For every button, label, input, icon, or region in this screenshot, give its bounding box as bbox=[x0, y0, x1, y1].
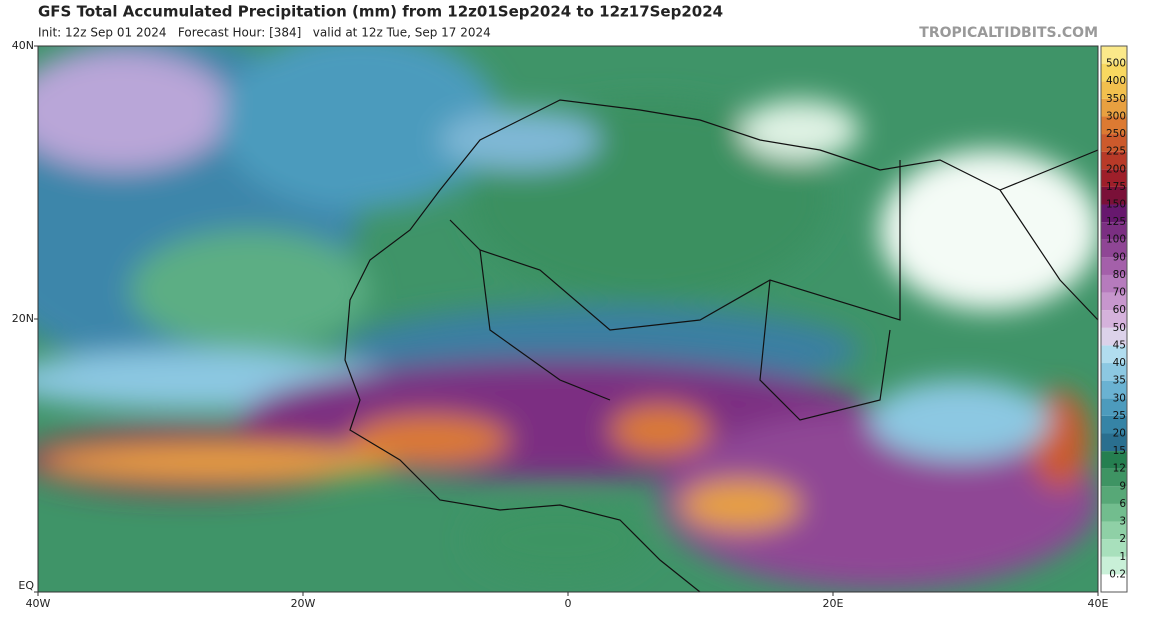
lon-label: 40E bbox=[1088, 597, 1109, 610]
colorbar-label: 15 bbox=[1113, 445, 1126, 457]
lat-label: 40N bbox=[12, 39, 34, 52]
lon-label: 40W bbox=[26, 597, 51, 610]
colorbar-label: 30 bbox=[1113, 392, 1126, 404]
colorbar-swatch bbox=[1101, 116, 1127, 135]
colorbar-swatch bbox=[1101, 556, 1127, 575]
colorbar-swatch bbox=[1101, 204, 1127, 223]
colorbar-label: 350 bbox=[1106, 93, 1126, 105]
colorbar-label: 175 bbox=[1106, 181, 1126, 193]
colorbar-swatch bbox=[1101, 292, 1127, 311]
colorbar-swatch bbox=[1101, 503, 1127, 522]
colorbar-label: 225 bbox=[1106, 146, 1126, 158]
colorbar-label: 100 bbox=[1106, 234, 1126, 246]
colorbar-swatch bbox=[1101, 169, 1127, 187]
colorbar-label: 150 bbox=[1106, 199, 1126, 211]
colorbar-swatch bbox=[1101, 222, 1127, 240]
colorbar-label: 40 bbox=[1113, 357, 1126, 369]
colorbar-swatch bbox=[1101, 451, 1127, 469]
colorbar-swatch bbox=[1101, 363, 1127, 381]
colorbar-swatch bbox=[1101, 46, 1127, 64]
colorbar-swatch bbox=[1101, 574, 1127, 592]
colorbar-label: 25 bbox=[1113, 410, 1126, 422]
lat-label: 20N bbox=[12, 312, 34, 325]
colorbar-swatch bbox=[1101, 310, 1127, 328]
colorbar-swatch bbox=[1101, 98, 1127, 117]
colorbar-label: 45 bbox=[1113, 339, 1126, 351]
colorbar-label: 6 bbox=[1119, 498, 1126, 510]
colorbar-swatch bbox=[1101, 539, 1127, 557]
colorbar-label: 125 bbox=[1106, 216, 1126, 228]
colorbar-label: 50 bbox=[1113, 322, 1126, 334]
colorbar-label: 0.2 bbox=[1109, 568, 1126, 580]
colorbar-swatch bbox=[1101, 486, 1127, 504]
colorbar-label: 80 bbox=[1113, 269, 1126, 281]
colorbar-frame bbox=[1100, 45, 1128, 593]
title: GFS Total Accumulated Precipitation (mm)… bbox=[38, 3, 723, 21]
colorbar-label: 9 bbox=[1119, 480, 1126, 492]
subtitle: Init: 12z Sep 01 2024 Forecast Hour: [38… bbox=[38, 26, 491, 40]
lon-label: 20E bbox=[823, 597, 844, 610]
colorbar-label: 250 bbox=[1106, 128, 1126, 140]
colorbar-swatch bbox=[1101, 134, 1127, 152]
colorbar-swatch bbox=[1101, 415, 1127, 434]
colorbar-label: 70 bbox=[1113, 287, 1126, 299]
colorbar-swatch bbox=[1101, 433, 1127, 452]
coastlines bbox=[344, 99, 1098, 592]
colorbar-swatch bbox=[1101, 398, 1127, 416]
lon-label: 20W bbox=[291, 597, 316, 610]
precip-field bbox=[38, 46, 1098, 592]
colorbar-swatch bbox=[1101, 257, 1127, 275]
colorbar-label: 90 bbox=[1113, 251, 1126, 263]
colorbar-label: 20 bbox=[1113, 427, 1126, 439]
colorbar-swatch bbox=[1101, 327, 1127, 346]
colorbar-swatch bbox=[1101, 345, 1127, 364]
colorbar-swatch bbox=[1101, 274, 1127, 293]
colorbar-label: 1 bbox=[1119, 551, 1126, 563]
colorbar-label: 60 bbox=[1113, 304, 1126, 316]
colorbar-label: 2 bbox=[1119, 533, 1126, 545]
colorbar-label: 12 bbox=[1113, 463, 1126, 475]
lon-label: 0 bbox=[565, 597, 572, 610]
colorbar-swatch bbox=[1101, 239, 1127, 258]
colorbar-swatch bbox=[1101, 521, 1127, 540]
colorbar-swatch bbox=[1101, 380, 1127, 399]
colorbar-swatch bbox=[1101, 151, 1127, 170]
colorbar-swatch bbox=[1101, 63, 1127, 82]
credit: TROPICALTIDBITS.COM bbox=[919, 25, 1098, 41]
colorbar-swatch bbox=[1101, 81, 1127, 99]
lat-label: EQ bbox=[18, 579, 34, 592]
colorbar-label: 200 bbox=[1106, 163, 1126, 175]
colorbar-label: 500 bbox=[1106, 58, 1126, 70]
colorbar-label: 300 bbox=[1106, 110, 1126, 122]
colorbar-swatch bbox=[1101, 186, 1127, 205]
colorbar-label: 3 bbox=[1119, 516, 1126, 528]
colorbar-label: 400 bbox=[1106, 75, 1126, 87]
colorbar-swatch bbox=[1101, 468, 1127, 487]
colorbar-label: 35 bbox=[1113, 375, 1126, 387]
